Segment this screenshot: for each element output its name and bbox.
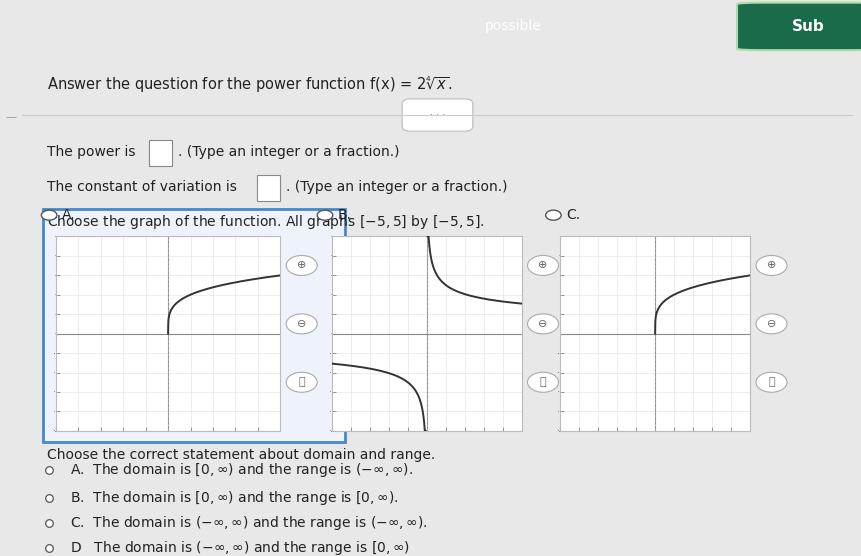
Text: ⧉: ⧉	[539, 378, 546, 387]
Text: C.: C.	[566, 208, 579, 222]
FancyBboxPatch shape	[401, 99, 473, 131]
Text: ⧉: ⧉	[767, 378, 774, 387]
Text: ⊖: ⊖	[766, 319, 775, 329]
Text: B.: B.	[338, 208, 351, 222]
Text: Choose the correct statement about domain and range.: Choose the correct statement about domai…	[46, 449, 434, 463]
Text: The constant of variation is: The constant of variation is	[46, 180, 240, 194]
Text: · · ·: · · ·	[430, 110, 444, 120]
Text: C.  The domain is $(-\infty,\infty)$ and the range is $(-\infty,\infty)$.: C. The domain is $(-\infty,\infty)$ and …	[70, 514, 427, 532]
Text: The power is: The power is	[46, 145, 139, 160]
Text: ⊕: ⊕	[538, 261, 547, 270]
Text: Choose the graph of the function. All graphs $[-5,5]$ by $[-5,5]$.: Choose the graph of the function. All gr…	[46, 213, 483, 231]
Text: ⊖: ⊖	[538, 319, 547, 329]
Text: Sub: Sub	[791, 19, 824, 34]
Text: A.  The domain is $[0,\infty)$ and the range is $(-\infty,\infty)$.: A. The domain is $[0,\infty)$ and the ra…	[70, 461, 412, 479]
FancyBboxPatch shape	[149, 141, 172, 166]
Text: ⊖: ⊖	[297, 319, 306, 329]
Text: Answer the question for the power function f(x) = $2\sqrt[4]{x}$.: Answer the question for the power functi…	[46, 75, 451, 95]
FancyBboxPatch shape	[257, 175, 280, 201]
Text: ⧉: ⧉	[298, 378, 305, 387]
Text: . (Type an integer or a fraction.): . (Type an integer or a fraction.)	[286, 180, 507, 194]
Text: . (Type an integer or a fraction.): . (Type an integer or a fraction.)	[177, 145, 399, 160]
Text: ⊕: ⊕	[766, 261, 775, 270]
FancyBboxPatch shape	[736, 3, 861, 50]
Text: D   The domain is $(-\infty,\infty)$ and the range is $[0,\infty)$: D The domain is $(-\infty,\infty)$ and t…	[70, 539, 410, 556]
Text: —: —	[5, 112, 16, 122]
Text: A.: A.	[62, 208, 76, 222]
Text: possible: possible	[484, 19, 541, 33]
Text: ⊕: ⊕	[297, 261, 306, 270]
Text: B.  The domain is $[0,\infty)$ and the range is $[0,\infty)$.: B. The domain is $[0,\infty)$ and the ra…	[70, 489, 398, 507]
